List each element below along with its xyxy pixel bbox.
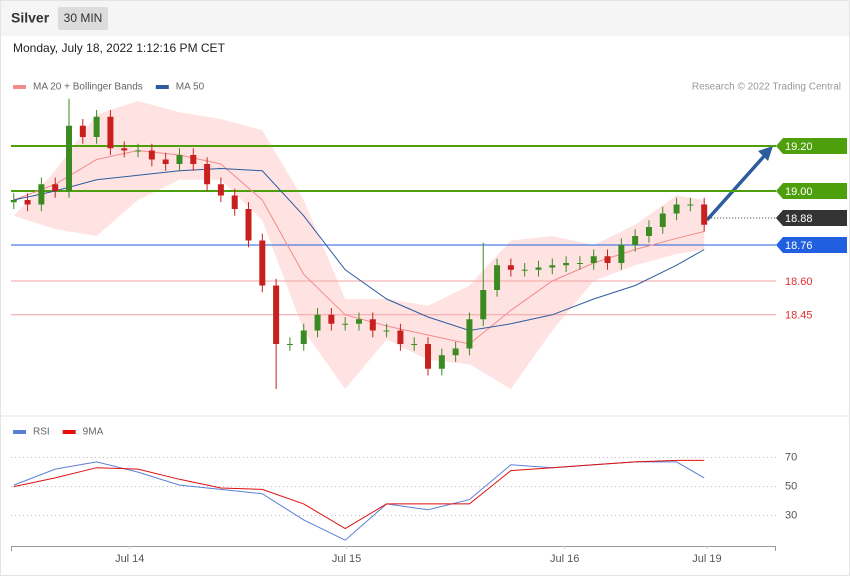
candle-body bbox=[245, 209, 252, 241]
candle-body bbox=[659, 213, 666, 227]
y-tick-label: 70 bbox=[785, 451, 797, 463]
candle-body bbox=[342, 323, 349, 325]
candle-body bbox=[52, 184, 59, 191]
legend-label: MA 50 bbox=[176, 82, 205, 93]
x-tick-label: Jul 19 bbox=[692, 553, 721, 565]
interval[interactable]: 30 MIN bbox=[64, 11, 103, 25]
interval-badge[interactable] bbox=[58, 7, 108, 30]
x-tick-label: Jul 14 bbox=[115, 553, 144, 565]
candle-body bbox=[604, 256, 611, 263]
candle-body bbox=[701, 204, 708, 225]
legend-swatch bbox=[13, 430, 26, 434]
candle-body bbox=[369, 319, 376, 331]
candle-body bbox=[521, 269, 528, 271]
candle-body bbox=[10, 200, 17, 203]
candle-body bbox=[355, 319, 362, 324]
bollinger-band bbox=[13, 101, 705, 389]
candle-body bbox=[507, 265, 514, 270]
candle-body bbox=[535, 267, 542, 270]
y-tick-label: 30 bbox=[785, 509, 797, 521]
candle-body bbox=[314, 314, 321, 331]
candle-body bbox=[121, 148, 128, 151]
candle-body bbox=[397, 330, 404, 344]
candle-body bbox=[273, 285, 280, 344]
candle-body bbox=[411, 344, 418, 345]
y-tick-label: 50 bbox=[785, 480, 797, 492]
level-label: 19.20 bbox=[785, 141, 813, 153]
candle-body bbox=[494, 265, 501, 290]
candle-body bbox=[190, 155, 197, 164]
candle-body bbox=[673, 204, 680, 214]
instrument: Silver bbox=[11, 10, 50, 26]
candle-body bbox=[176, 155, 183, 164]
level-label: 19.00 bbox=[785, 186, 813, 198]
candle-body bbox=[618, 245, 625, 263]
candle-body bbox=[162, 159, 169, 164]
candle-body bbox=[231, 195, 238, 209]
candle-body bbox=[38, 184, 45, 205]
candle-body bbox=[576, 263, 583, 264]
legend-swatch bbox=[62, 430, 76, 434]
level-tag bbox=[776, 237, 847, 253]
x-tick-label: Jul 15 bbox=[332, 553, 361, 565]
projection-arrow bbox=[705, 152, 768, 222]
candle-body bbox=[452, 348, 459, 356]
ma-line bbox=[13, 149, 705, 345]
candle-body bbox=[107, 116, 114, 149]
candle-body bbox=[328, 314, 335, 324]
header-bar bbox=[1, 1, 849, 36]
level-tag bbox=[776, 210, 847, 226]
candle-body bbox=[383, 330, 390, 332]
candle-body bbox=[217, 184, 224, 196]
projection-arrow-head bbox=[758, 146, 773, 161]
legend-label: MA 20 + Bollinger Bands bbox=[33, 82, 143, 93]
candle-body bbox=[204, 164, 211, 185]
candle-body bbox=[563, 263, 570, 266]
candle-body bbox=[148, 150, 155, 160]
legend-swatch bbox=[13, 85, 26, 89]
candle-body bbox=[438, 355, 445, 369]
rsi-line bbox=[13, 459, 705, 530]
level-tag bbox=[776, 183, 847, 199]
candle-body bbox=[466, 319, 473, 349]
candle-body bbox=[645, 227, 652, 236]
candle-body bbox=[135, 150, 142, 152]
level-label: 18.88 bbox=[785, 213, 813, 225]
legend-label: RSI bbox=[33, 427, 50, 438]
level-tag bbox=[776, 138, 847, 154]
x-tick-label: Jul 16 bbox=[550, 553, 579, 565]
candle-body bbox=[259, 240, 266, 286]
level-label: 18.76 bbox=[785, 240, 813, 252]
ma-line bbox=[13, 167, 705, 332]
candle-body bbox=[425, 344, 432, 369]
candle-body bbox=[286, 344, 293, 345]
candle-body bbox=[24, 200, 31, 205]
legend-swatch bbox=[155, 85, 169, 89]
candle-body bbox=[65, 125, 72, 191]
candle-body bbox=[590, 256, 597, 263]
date: Monday, July 18, 2022 1:12:16 PM CET bbox=[13, 41, 226, 55]
attribution: Research © 2022 Trading Central bbox=[692, 82, 841, 93]
candle-body bbox=[687, 204, 694, 206]
candle-body bbox=[300, 330, 307, 344]
candle-body bbox=[93, 116, 100, 137]
candle-body bbox=[480, 290, 487, 320]
legend-label: 9MA bbox=[83, 427, 104, 438]
candle-body bbox=[632, 236, 639, 245]
level-label: 18.45 bbox=[785, 310, 813, 322]
level-label: 18.60 bbox=[785, 276, 813, 288]
candle-body bbox=[549, 265, 556, 268]
candle-body bbox=[79, 125, 86, 137]
